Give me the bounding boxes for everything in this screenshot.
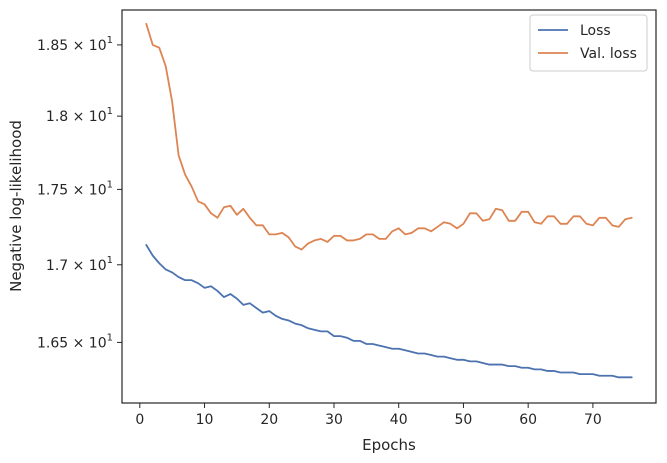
y-tick-label: 1.8 × 101 bbox=[46, 106, 113, 125]
legend-label-val-loss: Val. loss bbox=[580, 46, 637, 62]
y-axis-ticks: 1.65 × 101 1.7 × 101 1.75 × 101 1.8 × 101 1.… bbox=[37, 35, 122, 351]
x-tick-label: 60 bbox=[519, 412, 537, 428]
x-axis-label: Epochs bbox=[362, 436, 416, 454]
x-tick-label: 50 bbox=[455, 412, 473, 428]
x-axis-ticks: 0 10 20 30 40 50 60 70 bbox=[135, 403, 602, 428]
y-tick-label: 1.65 × 101 bbox=[37, 332, 113, 351]
x-tick-label: 40 bbox=[390, 412, 408, 428]
x-tick-label: 70 bbox=[584, 412, 602, 428]
legend: Loss Val. loss bbox=[529, 14, 648, 72]
axes-frame bbox=[121, 9, 657, 404]
legend-box bbox=[529, 14, 648, 72]
plot-area bbox=[145, 23, 633, 379]
x-tick-label: 30 bbox=[325, 412, 343, 428]
y-tick-label: 1.7 × 101 bbox=[46, 255, 113, 274]
x-tick-label: 20 bbox=[260, 412, 278, 428]
y-tick-label: 1.75 × 101 bbox=[37, 179, 113, 198]
x-tick-label: 10 bbox=[196, 412, 214, 428]
series-line-val-loss bbox=[145, 23, 633, 251]
x-tick-label: 0 bbox=[135, 412, 144, 428]
series-line-loss bbox=[145, 244, 633, 379]
legend-label-loss: Loss bbox=[580, 23, 611, 39]
y-axis-label: Negative log-likelihood bbox=[7, 120, 25, 292]
y-tick-label: 1.85 × 101 bbox=[37, 35, 113, 54]
